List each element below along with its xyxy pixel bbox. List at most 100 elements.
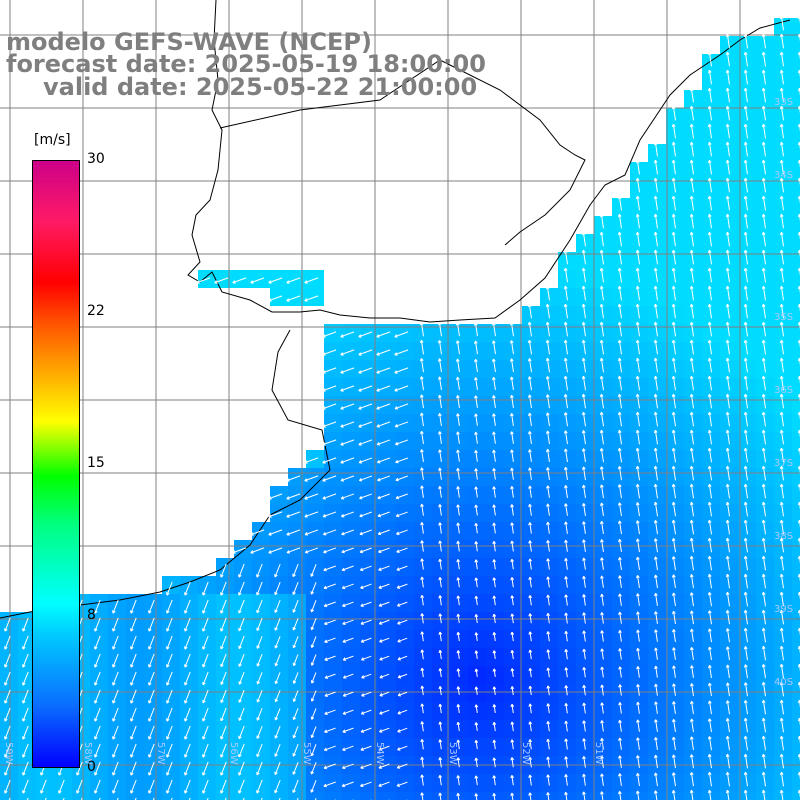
wind-arrow <box>148 743 155 758</box>
wind-arrow <box>761 51 766 67</box>
wind-arrow <box>618 684 622 696</box>
wind-arrow <box>184 761 191 776</box>
wind-arrow <box>474 413 478 426</box>
wind-arrow <box>743 303 748 319</box>
wind-arrow <box>238 689 245 703</box>
wind-arrow <box>340 367 355 374</box>
wind-arrow <box>779 303 784 319</box>
wind-arrow <box>653 357 658 373</box>
wind-cell <box>792 396 800 414</box>
wind-arrow <box>599 321 604 337</box>
wind-arrow <box>761 159 766 175</box>
wind-arrow <box>376 403 391 410</box>
wind-arrow <box>743 501 748 517</box>
wind-arrow <box>456 631 461 642</box>
wind-arrow <box>379 691 390 697</box>
wind-arrow <box>340 385 355 392</box>
wind-arrow <box>456 792 461 800</box>
wind-arrow <box>510 721 515 732</box>
wind-arrow <box>360 655 372 661</box>
wind-arrow <box>474 377 478 390</box>
wind-arrow <box>250 547 265 554</box>
wind-arrow <box>707 700 712 715</box>
wind-arrow <box>4 743 11 758</box>
wind-arrow <box>600 755 604 768</box>
wind-arrow <box>340 331 355 338</box>
wind-arrow <box>396 763 408 769</box>
wind-arrow <box>358 475 373 482</box>
wind-arrow <box>743 195 748 211</box>
wind-arrow <box>653 447 658 463</box>
wind-arrow <box>743 105 748 121</box>
wind-arrow <box>22 725 29 740</box>
wind-arrow <box>379 709 390 715</box>
wind-arrow <box>310 654 317 666</box>
lon-label: 58W <box>82 742 93 765</box>
wind-arrow <box>672 629 676 642</box>
wind-arrow <box>743 141 748 157</box>
wind-arrow <box>707 339 712 355</box>
wind-arrow <box>779 249 784 265</box>
wind-arrow <box>618 575 622 588</box>
wind-arrow <box>671 790 676 800</box>
wind-arrow <box>268 295 283 302</box>
wind-arrow <box>635 195 640 211</box>
wind-arrow <box>166 617 173 632</box>
wind-arrow <box>779 753 784 769</box>
wind-arrow <box>761 753 766 769</box>
wind-arrow <box>528 667 533 678</box>
wind-arrow <box>743 627 748 643</box>
wind-arrow <box>725 321 730 337</box>
wind-arrow <box>292 744 299 757</box>
wind-arrow <box>322 511 337 518</box>
wind-arrow <box>653 339 658 355</box>
wind-arrow <box>617 411 622 427</box>
wind-arrow <box>456 559 461 570</box>
wind-arrow <box>474 650 479 659</box>
wind-arrow <box>420 613 425 624</box>
wind-arrow <box>376 439 391 446</box>
wind-arrow <box>582 502 586 516</box>
wind-arrow <box>492 431 496 444</box>
wind-arrow <box>707 105 712 121</box>
wind-arrow <box>545 321 550 337</box>
wind-arrow <box>600 630 604 642</box>
lon-label: 53W <box>447 742 458 765</box>
wind-arrow <box>779 717 784 733</box>
wind-arrow <box>654 754 658 769</box>
wind-arrow <box>653 375 658 391</box>
wind-arrow <box>545 412 550 427</box>
wind-cell <box>558 792 576 800</box>
wind-arrow <box>456 739 461 750</box>
wind-arrow <box>653 285 658 301</box>
wind-arrow <box>456 595 461 606</box>
wind-arrow <box>617 375 622 391</box>
wind-arrow <box>563 303 568 319</box>
wind-arrow <box>378 745 390 751</box>
wind-arrow <box>564 720 569 732</box>
wind-arrow <box>510 757 515 768</box>
wind-cell <box>792 666 800 684</box>
wind-arrow <box>238 779 245 794</box>
wind-arrow <box>690 700 694 715</box>
wind-arrow <box>546 792 550 800</box>
wind-arrow <box>274 654 281 667</box>
wind-arrow <box>617 195 622 211</box>
wind-arrow <box>323 763 336 770</box>
wind-arrow <box>420 649 425 660</box>
wind-arrow <box>725 249 730 265</box>
wind-arrow <box>112 671 119 686</box>
wind-arrow <box>509 321 514 337</box>
wind-arrow <box>599 448 604 463</box>
wind-arrow <box>474 793 479 800</box>
wind-arrow <box>376 457 391 464</box>
wind-arrow <box>491 358 496 373</box>
wind-arrow <box>653 393 658 409</box>
wind-arrow <box>635 429 640 445</box>
lon-label: 56W <box>228 742 239 765</box>
wind-arrow <box>581 357 586 373</box>
wind-arrow <box>474 395 478 408</box>
wind-arrow <box>672 665 676 678</box>
wind-arrow <box>22 653 29 668</box>
wind-arrow <box>671 321 676 337</box>
